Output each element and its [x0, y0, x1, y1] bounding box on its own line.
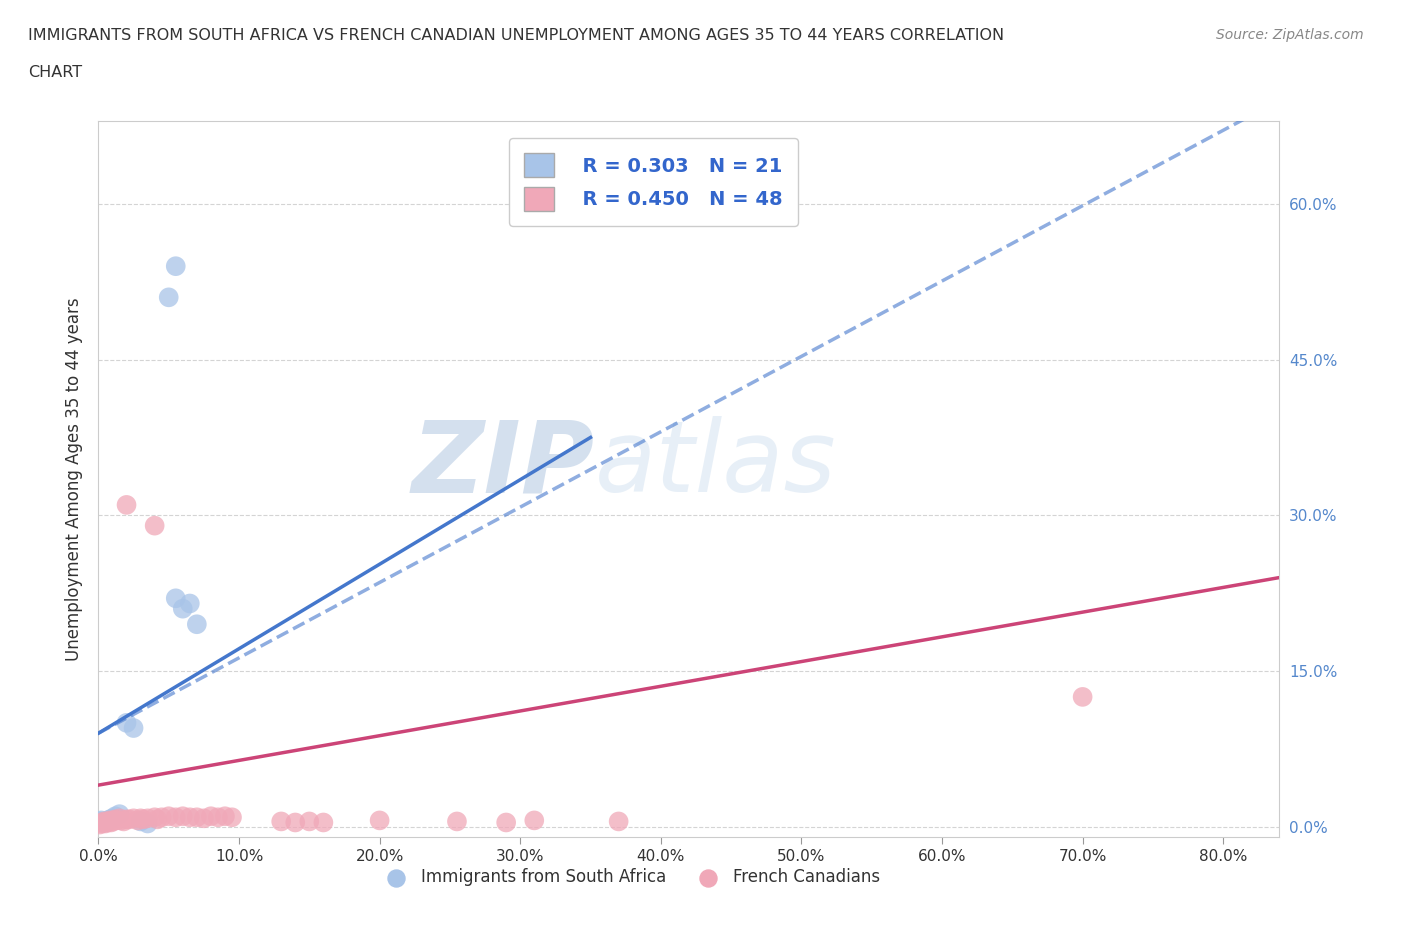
Point [93, 814, 115, 829]
Point [146, 812, 169, 827]
Point [101, 814, 124, 829]
Point [110, 813, 132, 828]
Point [207, 810, 229, 825]
Point [122, 811, 145, 826]
Point [98, 813, 121, 828]
Point [214, 809, 236, 824]
Point [221, 810, 243, 825]
Point [108, 806, 131, 821]
Point [90, 813, 112, 828]
Point [368, 813, 391, 828]
Y-axis label: Unemployment Among Ages 35 to 44 years: Unemployment Among Ages 35 to 44 years [65, 298, 83, 660]
Point [93, 814, 115, 829]
Point [96, 815, 118, 830]
Point [284, 815, 307, 830]
Text: atlas: atlas [595, 416, 837, 513]
Point [143, 518, 166, 533]
Point [150, 810, 173, 825]
Point [270, 814, 292, 829]
Point [94, 815, 117, 830]
Point [129, 811, 152, 826]
Point [118, 812, 141, 827]
Point [112, 814, 135, 829]
Text: CHART: CHART [28, 65, 82, 80]
Point [172, 809, 194, 824]
Point [104, 812, 127, 827]
Point [115, 715, 138, 730]
Point [101, 811, 124, 826]
Point [115, 498, 138, 512]
Point [157, 809, 180, 824]
Point [157, 290, 180, 305]
Point [1071, 689, 1094, 704]
Point [97, 814, 120, 829]
Point [165, 259, 187, 273]
Point [91, 815, 114, 830]
Point [136, 811, 159, 826]
Text: Source: ZipAtlas.com: Source: ZipAtlas.com [1216, 28, 1364, 42]
Point [98, 812, 121, 827]
Point [129, 814, 152, 829]
Point [136, 816, 159, 830]
Point [179, 596, 201, 611]
Point [172, 601, 194, 616]
Point [89, 817, 111, 832]
Point [165, 591, 187, 605]
Point [495, 815, 517, 830]
Point [186, 617, 208, 631]
Point [523, 813, 546, 828]
Point [91, 815, 114, 830]
Point [607, 814, 630, 829]
Point [132, 812, 155, 827]
Point [193, 811, 215, 826]
Text: IMMIGRANTS FROM SOUTH AFRICA VS FRENCH CANADIAN UNEMPLOYMENT AMONG AGES 35 TO 44: IMMIGRANTS FROM SOUTH AFRICA VS FRENCH C… [28, 28, 1004, 43]
Legend: Immigrants from South Africa, French Canadians: Immigrants from South Africa, French Can… [373, 862, 887, 893]
Point [122, 721, 145, 736]
Point [103, 813, 125, 828]
Point [115, 812, 138, 827]
Point [446, 814, 468, 829]
Point [100, 815, 122, 830]
Point [143, 810, 166, 825]
Point [312, 815, 335, 830]
Point [104, 809, 127, 824]
Point [165, 810, 187, 825]
Point [97, 813, 120, 828]
Text: ZIP: ZIP [412, 416, 595, 513]
Point [108, 811, 131, 826]
Point [179, 810, 201, 825]
Point [96, 814, 118, 829]
Point [94, 816, 117, 830]
Point [90, 816, 112, 830]
Point [200, 809, 222, 824]
Point [298, 814, 321, 829]
Point [186, 810, 208, 825]
Point [105, 813, 128, 828]
Point [127, 813, 149, 828]
Point [89, 814, 111, 829]
